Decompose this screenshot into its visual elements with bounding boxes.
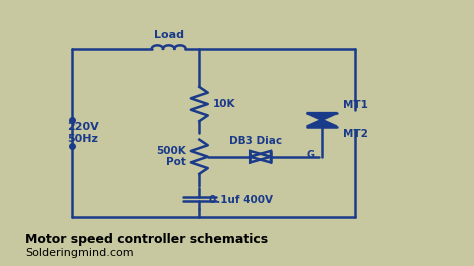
Text: 0.1uf 400V: 0.1uf 400V [209,195,273,205]
Text: Solderingmind.com: Solderingmind.com [25,247,134,257]
Polygon shape [307,120,337,127]
Text: Load: Load [154,30,183,40]
Text: G: G [307,150,315,160]
Text: DB3 Diac: DB3 Diac [229,136,283,146]
Text: 220V
50Hz: 220V 50Hz [67,122,99,144]
Text: 10K: 10K [212,99,235,109]
Text: MT1: MT1 [343,100,368,110]
Text: Motor speed controller schematics: Motor speed controller schematics [25,233,268,246]
Polygon shape [307,113,337,120]
Text: MT2: MT2 [343,129,368,139]
Text: 500K
Pot: 500K Pot [156,146,186,168]
